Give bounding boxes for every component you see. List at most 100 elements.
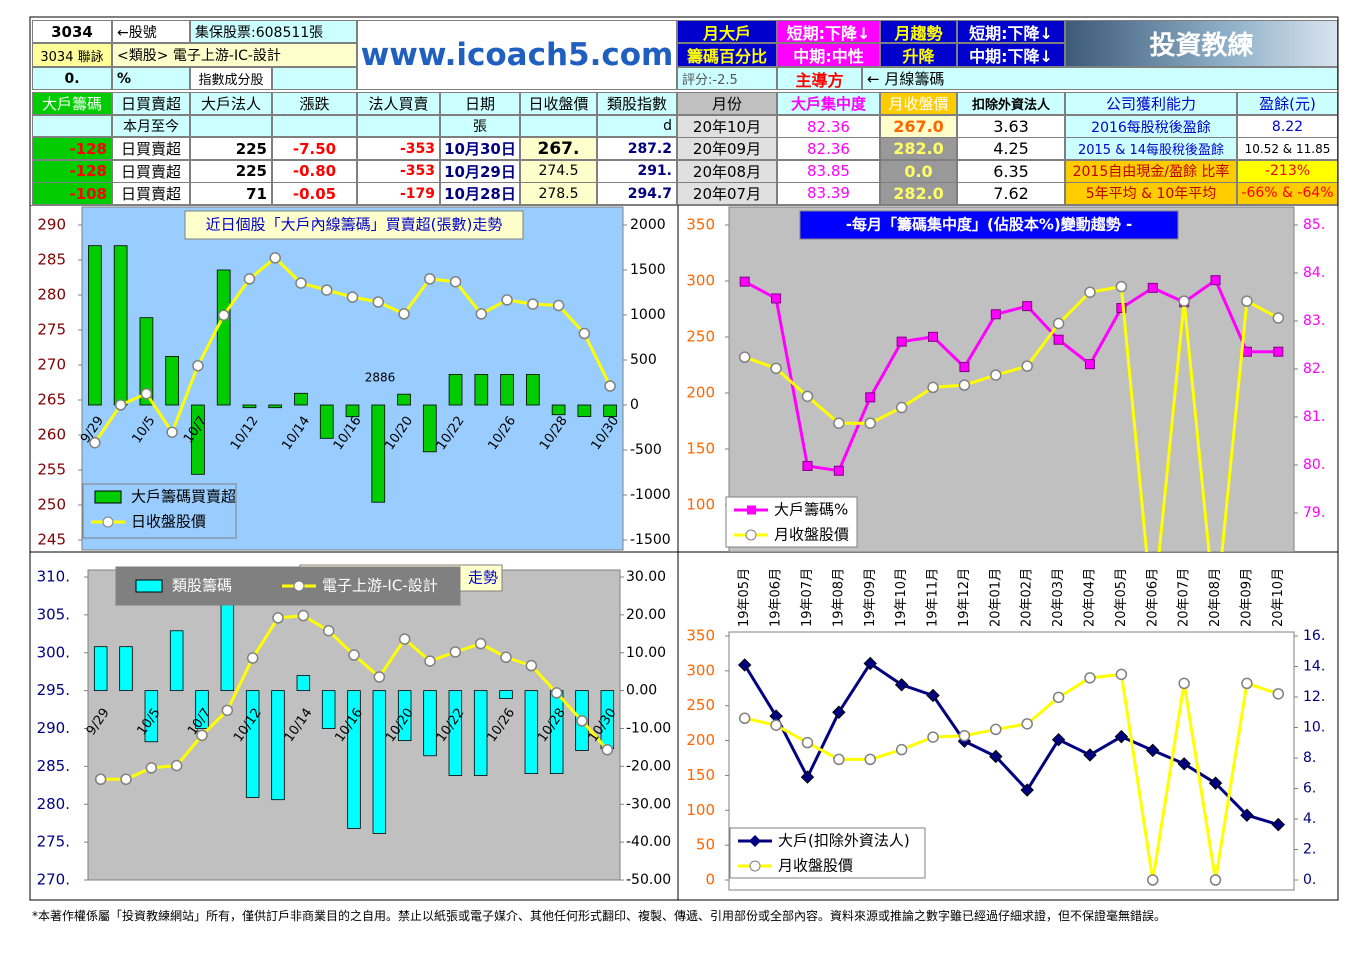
y-tick-label: 350: [686, 216, 715, 234]
bar: [397, 690, 412, 742]
marker: [1178, 677, 1190, 690]
bar: [245, 690, 260, 798]
table-cell: -179: [357, 182, 440, 205]
marker: [576, 715, 588, 727]
y2-tick-label: -1000: [630, 487, 671, 503]
marker: [94, 773, 107, 786]
unit-cell: [190, 115, 272, 137]
marker: [475, 308, 488, 320]
x-tick-label: 19年07月: [800, 568, 815, 627]
column-header: 漲跌: [272, 92, 357, 115]
y2-tick-label: -50.00: [626, 872, 671, 888]
y-tick-label: 295.: [37, 681, 70, 699]
bar: [294, 392, 308, 406]
table-cell: 3.63: [957, 115, 1065, 138]
line: [744, 672, 1279, 881]
table-cell: 294.7: [597, 182, 677, 205]
x-tick-label: 20年09月: [1239, 568, 1254, 627]
marker: [322, 625, 335, 637]
chart: 245 250 255 260 265 270 275 280 285 290 -1500 -1000…: [30, 205, 678, 552]
chart: 270. 275. 280. 285. 290. 295. 300. 305. 310. -50.…: [30, 552, 678, 900]
marker: [738, 712, 751, 725]
table-cell: -66% & -64%: [1237, 181, 1338, 205]
bar: [296, 675, 311, 692]
marker: [449, 275, 462, 288]
bar: [371, 404, 386, 503]
table-cell: 71: [190, 182, 272, 205]
marker: [1053, 334, 1064, 345]
marker: [578, 327, 591, 340]
marker: [501, 294, 513, 306]
marker: [217, 309, 230, 322]
header-cell: 3034 聯詠: [32, 43, 112, 67]
bar: [88, 245, 102, 406]
y-tick-label: 305.: [37, 605, 70, 623]
line: [743, 661, 1279, 827]
marker: [990, 309, 1001, 320]
marker: [737, 658, 752, 672]
y-tick-label: 100: [686, 801, 715, 819]
y-tick-label: 100: [686, 496, 715, 514]
header-cell: 投資教練: [1065, 20, 1338, 67]
bar: [423, 690, 437, 757]
marker: [243, 273, 256, 285]
header-cell: [272, 67, 357, 90]
y2-tick-label: 0: [630, 397, 639, 413]
marker: [1241, 677, 1253, 690]
bar: [216, 269, 231, 406]
bar: [119, 646, 133, 692]
marker: [1115, 280, 1128, 293]
marker: [958, 729, 971, 742]
y-tick-label: 310.: [37, 568, 70, 586]
x-tick-label: 20年02月: [1020, 568, 1035, 627]
bar: [577, 404, 592, 417]
legend-swatch: [135, 579, 163, 593]
y-tick-label: 255: [37, 461, 66, 479]
marker: [295, 277, 307, 289]
outer-frame: [29, 16, 1339, 901]
chart-title: 近日個股「大戶內線籌碼」買賣超(張數)走勢: [206, 216, 503, 234]
legend-swatch: [293, 580, 305, 592]
marker: [833, 417, 845, 429]
y-tick-label: 0: [705, 871, 715, 889]
x-tick-label: 20年10月: [1271, 568, 1286, 627]
legend-label: 大戶籌碼買賣超: [131, 488, 236, 506]
marker: [801, 736, 814, 749]
table-cell: 20年10月: [677, 115, 777, 138]
marker: [398, 308, 410, 320]
marker: [1271, 817, 1286, 832]
table-cell: 10月29日: [440, 159, 520, 183]
legend-swatch: [102, 516, 114, 528]
y-tick-label: 50: [696, 836, 715, 854]
bar: [551, 404, 566, 416]
marker: [500, 651, 512, 664]
marker: [373, 671, 386, 683]
table-cell: 278.5: [520, 182, 597, 205]
y-tick-label: 150: [686, 766, 715, 784]
marker: [297, 609, 310, 622]
y-tick-label: 280.: [37, 795, 70, 813]
legend-swatch: [94, 490, 122, 504]
legend-swatch: [749, 860, 761, 872]
table-cell: 日買賣超: [112, 182, 190, 205]
y2-tick-label: -500: [630, 442, 662, 458]
x-tick-label: 20年01月: [988, 568, 1003, 627]
bar: [473, 690, 488, 776]
header-cell: 評分:-2.5: [677, 67, 777, 90]
marker: [1021, 718, 1033, 730]
marker: [738, 351, 751, 363]
marker: [196, 729, 208, 742]
unit-cell: 張: [440, 115, 520, 137]
header-cell: 短期:下降↓: [957, 20, 1065, 43]
y2-tick-label: 12.: [1303, 689, 1325, 705]
y2-tick-label: 85.: [1303, 217, 1325, 233]
marker: [1241, 346, 1252, 357]
marker: [525, 659, 538, 672]
column-header: 盈餘(元): [1237, 92, 1338, 115]
y2-tick-label: 0.00: [626, 683, 657, 699]
x-tick-label: 20年06月: [1145, 568, 1160, 627]
y2-tick-label: 79.: [1303, 505, 1325, 521]
marker: [800, 770, 815, 784]
header-cell: 月大戶: [677, 20, 777, 43]
table-cell: 83.39: [777, 181, 880, 205]
